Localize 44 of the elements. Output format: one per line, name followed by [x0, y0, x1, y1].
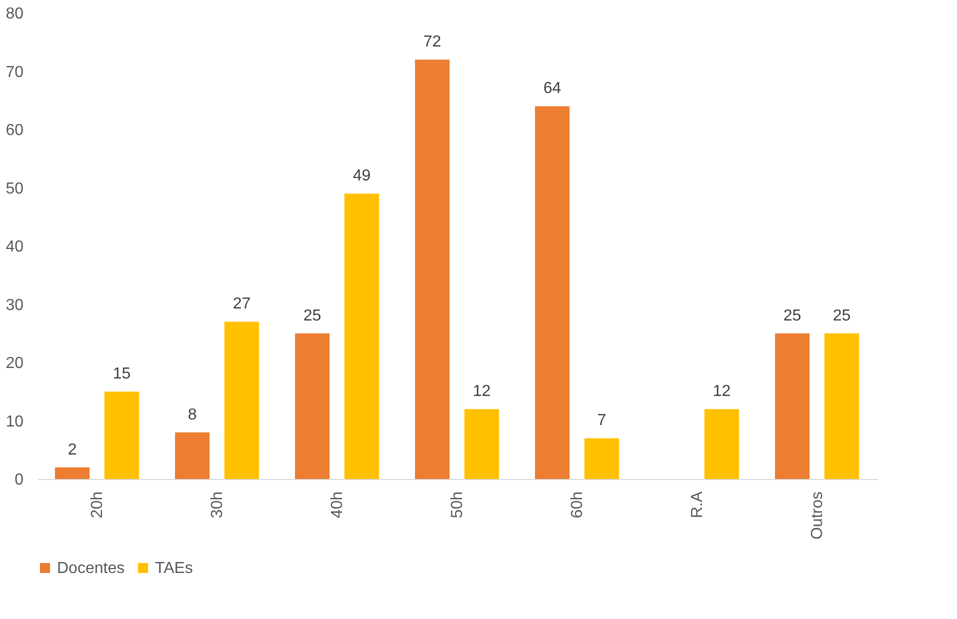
bar: [104, 392, 139, 479]
data-label: 25: [783, 307, 802, 324]
data-label: 2: [68, 441, 77, 458]
x-tick-label: Outros: [809, 492, 826, 540]
bar: [824, 333, 859, 479]
y-tick-label: 20: [6, 355, 24, 372]
data-label: 27: [232, 296, 251, 313]
data-label: 25: [303, 307, 322, 324]
bar: [584, 438, 619, 479]
data-label: 72: [423, 34, 442, 51]
data-label: 49: [352, 168, 371, 185]
legend-label: Docentes: [57, 560, 125, 577]
x-tick-label: 30h: [209, 492, 226, 518]
y-tick-label: 10: [6, 413, 24, 430]
data-label: 7: [597, 412, 606, 430]
x-tick-label: 60h: [569, 492, 586, 518]
bar: [775, 333, 810, 479]
bar: [344, 194, 379, 479]
data-label: 15: [112, 366, 131, 383]
bar: [464, 409, 499, 479]
y-tick-label: 40: [6, 238, 24, 256]
bar: [224, 322, 259, 479]
y-tick-label: 30: [6, 296, 24, 314]
data-label: 8: [188, 406, 197, 424]
y-tick-label: 0: [14, 472, 24, 488]
data-label: 25: [832, 307, 851, 324]
data-label: 64: [543, 80, 562, 98]
x-tick-label: 50h: [449, 492, 466, 518]
y-tick-label: 80: [6, 6, 24, 22]
bar: [704, 409, 739, 479]
bar: [535, 106, 570, 479]
data-label: 12: [712, 383, 731, 400]
y-tick-label: 60: [6, 122, 24, 139]
bar: [55, 467, 90, 479]
bar: [175, 432, 210, 479]
x-tick-label: R.A: [689, 491, 706, 518]
bar: [295, 333, 330, 479]
y-tick-label: 70: [6, 64, 24, 81]
y-tick-label: 50: [6, 180, 24, 198]
legend-label: TAEs: [155, 560, 193, 577]
data-label: 12: [472, 383, 491, 400]
x-tick-label: 40h: [329, 492, 346, 518]
bar: [415, 60, 450, 479]
x-tick-label: 20h: [89, 492, 106, 518]
